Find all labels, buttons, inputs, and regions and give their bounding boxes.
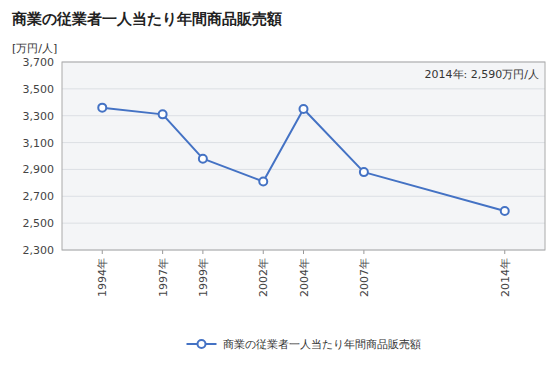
x-tick-label: 1999年	[197, 258, 210, 297]
y-tick-label: 3,700	[23, 56, 55, 69]
point	[98, 104, 106, 112]
plot-area	[62, 62, 545, 250]
x-tick	[303, 250, 304, 254]
x-tick-label: 2002年	[257, 258, 270, 297]
y-tick-label: 3,300	[23, 110, 55, 123]
legend: 商業の従業者一人当たり年間商品販売額	[187, 338, 421, 351]
x-tick-label: 2014年	[499, 258, 512, 297]
plot-frame	[62, 62, 545, 250]
y-tick-label: 2,500	[23, 217, 55, 230]
x-tick	[202, 250, 203, 254]
line	[102, 108, 505, 211]
grid-line	[62, 142, 545, 143]
legend-label: 商業の従業者一人当たり年間商品販売額	[223, 338, 421, 351]
x-tick	[263, 250, 264, 254]
point	[259, 178, 267, 186]
y-tick-label: 2,300	[23, 244, 55, 257]
title: 商業の従業者一人当たり年間商品販売額	[11, 10, 282, 28]
point	[360, 168, 368, 176]
chart: 2,300 2,500 2,700 2,900 3,100 3,300 3,500 3,700…	[0, 0, 560, 366]
x-tick	[162, 250, 163, 254]
x-tick-label: 2007年	[358, 258, 371, 297]
x-tick	[504, 250, 505, 254]
point	[159, 110, 167, 118]
x-tick-label: 1997年	[157, 258, 170, 297]
y-tick-label: 2,900	[23, 163, 55, 176]
point	[199, 155, 207, 163]
annotation: 2014年: 2,590万円/人	[425, 68, 539, 81]
y-axis-label: [万円/人]	[12, 42, 57, 55]
y-tick-label: 2,700	[23, 190, 55, 203]
grid-line	[62, 169, 545, 170]
point	[300, 105, 308, 113]
legend-marker	[198, 340, 206, 348]
grid-line	[62, 196, 545, 197]
point	[501, 207, 509, 215]
grid-line	[62, 223, 545, 224]
x-tick-label: 1994年	[96, 258, 109, 297]
grid-line	[62, 88, 545, 89]
plot-marks	[98, 104, 509, 215]
x-tick	[102, 250, 103, 254]
y-tick-label: 3,100	[23, 137, 55, 150]
y-tick-label: 3,500	[23, 83, 55, 96]
grid-line	[62, 115, 545, 116]
x-tick-label: 2004年	[298, 258, 311, 297]
x-tick	[363, 250, 364, 254]
